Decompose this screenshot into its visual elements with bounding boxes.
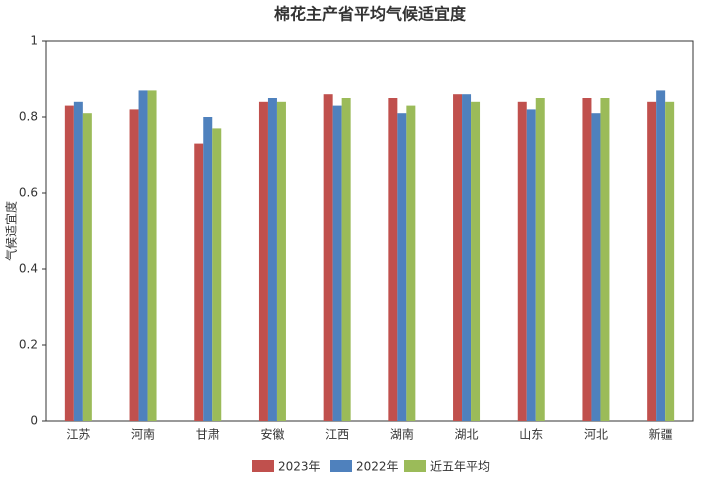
bar [323,94,333,421]
bar [203,117,213,421]
y-tick-label: 1 [30,34,38,48]
bar [591,113,601,421]
x-tick-label: 江苏 [66,428,90,442]
x-tick-label: 河南 [131,427,155,442]
bar [129,109,139,422]
bar [276,101,286,422]
legend-label: 2022年 [356,460,399,474]
bar [647,101,657,422]
bar [582,98,592,421]
bar [453,94,463,421]
bar [332,105,342,421]
bar [64,105,74,421]
y-tick-label: 0 [30,414,38,428]
x-tick-label: 安徽 [260,427,284,442]
x-tick-label: 湖南 [390,427,414,442]
bar [194,143,204,421]
y-tick-label: 0.2 [19,338,38,352]
x-tick-label: 新疆 [649,427,673,442]
bar [397,113,407,421]
bar [212,128,222,421]
y-axis-label: 气候适宜度 [4,201,19,261]
bar [341,98,351,421]
bar [388,98,398,421]
bar [656,90,666,422]
bar [406,105,416,421]
bar [147,90,157,422]
legend-swatch [330,460,352,472]
plot-frame [45,40,694,422]
bar [267,98,277,421]
legend-label: 2023年 [278,460,321,474]
bar [517,101,527,422]
bar [258,101,268,422]
bar [73,101,83,422]
bar [138,90,148,422]
bar [526,109,536,422]
bar [471,101,481,422]
bar [535,98,545,421]
chart-title: 棉花主产省平均气候适宜度 [274,5,467,24]
legend-label: 近五年平均 [430,460,490,474]
x-tick-label: 山东 [519,428,543,442]
x-tick-label: 河北 [584,428,608,442]
y-tick-label: 0.4 [19,262,38,276]
bar [665,101,675,422]
x-tick-label: 湖北 [455,427,479,442]
x-tick-label: 江西 [325,428,349,442]
y-tick-label: 0.8 [19,110,38,124]
bar [462,94,472,421]
legend-swatch [404,460,426,472]
legend-swatch [252,460,274,472]
bar [600,98,610,421]
bar [82,113,92,421]
x-tick-label: 甘肃 [196,428,220,442]
y-tick-label: 0.6 [19,186,38,200]
